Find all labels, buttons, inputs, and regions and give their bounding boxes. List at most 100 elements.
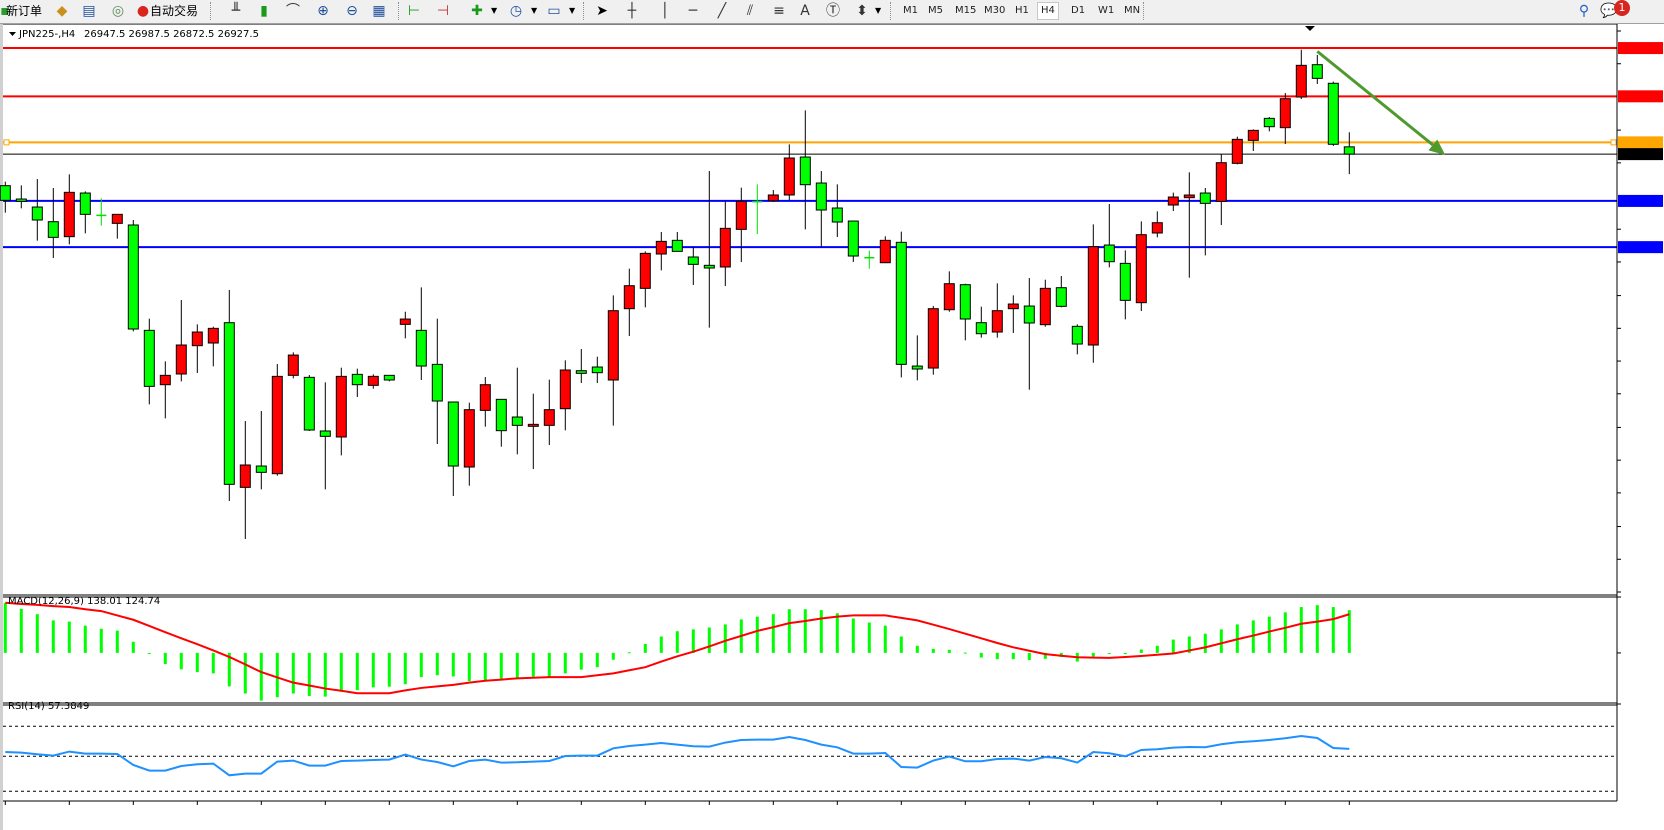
market-watch-icon[interactable]: ◆ <box>56 3 68 19</box>
macd-histogram-bar <box>35 614 39 653</box>
macd-histogram-bar <box>1011 652 1015 660</box>
timeframe-d1[interactable]: D1 <box>1071 5 1086 16</box>
candle-up <box>1087 246 1099 346</box>
chart-background <box>0 24 1664 830</box>
chart-header-dropdown-icon[interactable] <box>9 32 16 36</box>
macd-histogram-bar <box>371 652 375 688</box>
macd-histogram-bar <box>115 630 119 653</box>
candle-down <box>511 416 523 426</box>
macd-histogram-bar <box>179 652 183 670</box>
timeframe-h1[interactable]: H1 <box>1015 5 1029 16</box>
text-icon[interactable]: A <box>800 3 810 19</box>
candle-up <box>559 369 571 410</box>
periods-icon[interactable]: ◷ <box>509 3 523 19</box>
crosshair-icon[interactable]: ┼ <box>627 3 637 19</box>
candle-up <box>463 409 475 468</box>
zoom-out-icon[interactable]: ⊖ <box>346 3 358 19</box>
macd-histogram-bar <box>1027 652 1031 661</box>
fibo-channel-icon[interactable]: ⫽ <box>746 3 754 19</box>
toolbar-separator <box>1143 2 1145 20</box>
timeframe-m15[interactable]: M15 <box>955 5 977 16</box>
search-icon[interactable]: ⚲ <box>1578 3 1590 19</box>
macd-histogram-bar <box>3 603 7 653</box>
trend-arrow-head <box>1428 139 1446 156</box>
macd-histogram-bar <box>19 608 23 653</box>
chart-symbol: JPN225-,H4 <box>18 29 75 40</box>
bar-chart-icon[interactable]: ╨ <box>231 3 241 19</box>
candle-down <box>351 373 363 386</box>
toolbar: ▪ 新订单 ◆ ▤ ◎ ● 自动交易 ╨ ▮ ⌒ ⊕ ⊖ ▦ ⊢ ⊣ ✚ ▼ ◷… <box>0 0 1664 24</box>
periods-dropdown-icon[interactable]: ▼ <box>531 6 538 15</box>
macd-histogram-bar <box>803 609 807 653</box>
arrows-icon[interactable]: ⬍ <box>856 3 868 19</box>
candle-down <box>671 239 683 252</box>
macd-histogram-bar <box>83 625 87 653</box>
macd-histogram-bar <box>67 621 71 653</box>
macd-histogram-bar <box>467 652 471 682</box>
horizontal-line-icon[interactable]: ─ <box>688 3 698 19</box>
macd-histogram-bar <box>1283 612 1287 653</box>
timeframe-m1[interactable]: M1 <box>903 5 918 16</box>
signals-icon[interactable]: ◎ <box>111 3 125 19</box>
trendline-icon[interactable]: ╱ <box>717 3 727 19</box>
toolbar-separator <box>398 2 400 20</box>
text-label-icon[interactable]: Ⓣ <box>826 3 840 19</box>
auto-scroll-icon[interactable]: ⊢ <box>407 3 421 19</box>
templates-icon[interactable]: ▭ <box>547 3 561 19</box>
macd-histogram-bar <box>243 652 247 694</box>
chart-shift-icon[interactable]: ⊣ <box>436 3 450 19</box>
new-order-icon[interactable]: ▪ <box>0 3 10 19</box>
macd-histogram-bar <box>515 652 519 679</box>
candle-up <box>783 157 795 196</box>
candle-up <box>335 375 347 438</box>
macd-histogram-bar <box>995 652 999 660</box>
arrows-dropdown-icon[interactable]: ▼ <box>875 6 882 15</box>
candle-down <box>1199 192 1211 204</box>
macd-histogram-bar <box>979 652 983 658</box>
timeframe-w1[interactable]: W1 <box>1098 5 1115 16</box>
candle-down <box>799 156 811 186</box>
macd-histogram-bar <box>787 609 791 653</box>
tile-windows-icon[interactable]: ▦ <box>372 3 386 19</box>
new-order-button[interactable]: 新订单 <box>6 4 43 18</box>
candle-down <box>495 398 507 432</box>
line-chart-icon[interactable]: ⌒ <box>286 3 300 19</box>
cursor-icon[interactable]: ➤ <box>596 3 608 19</box>
macd-histogram-bar <box>563 652 567 674</box>
timeframe-m30[interactable]: M30 <box>984 5 1006 16</box>
candlestick-icon[interactable]: ▮ <box>260 3 268 19</box>
indicators-icon[interactable]: ✚ <box>471 3 483 19</box>
auto-trading-button[interactable]: 自动交易 <box>150 4 199 18</box>
notification-badge[interactable]: 1 <box>1614 0 1630 16</box>
timeframe-mn[interactable]: MN <box>1124 5 1141 16</box>
macd-histogram-bar <box>835 613 839 653</box>
macd-histogram-bar <box>1155 645 1159 653</box>
timeframe-h4[interactable]: H4 <box>1037 2 1059 20</box>
timeframe-m5[interactable]: M5 <box>928 5 943 16</box>
macd-histogram-bar <box>963 652 967 654</box>
macd-histogram-bar <box>1139 649 1143 653</box>
navigator-icon[interactable]: ▤ <box>82 3 96 19</box>
macd-histogram-bar <box>531 652 535 677</box>
fibo-retracement-icon[interactable]: ≡ <box>773 3 785 19</box>
candle-up <box>63 191 75 238</box>
templates-dropdown-icon[interactable]: ▼ <box>569 6 576 15</box>
zoom-in-icon[interactable]: ⊕ <box>317 3 329 19</box>
candle-down <box>911 365 923 370</box>
candle-down <box>15 198 27 202</box>
indicators-dropdown-icon[interactable]: ▼ <box>491 6 498 15</box>
auto-trading-icon[interactable]: ● <box>136 3 150 19</box>
macd-histogram-bar <box>227 652 231 687</box>
macd-histogram-bar <box>771 614 775 653</box>
macd-histogram-bar <box>691 629 695 653</box>
chart-shift-marker[interactable] <box>1305 26 1315 31</box>
toolbar-separator <box>583 2 585 20</box>
macd-histogram-bar <box>259 652 263 701</box>
macd-histogram-bar <box>643 643 647 653</box>
chart-left-border <box>0 24 3 830</box>
vertical-line-icon[interactable]: │ <box>660 3 670 19</box>
macd-histogram-bar <box>483 652 487 681</box>
macd-histogram-bar <box>1347 610 1351 653</box>
price-chart[interactable]: JPN225-,H4 26947.5 26987.5 26872.5 26927… <box>0 24 1664 830</box>
chat-icon[interactable]: 💬 <box>1600 3 1618 19</box>
